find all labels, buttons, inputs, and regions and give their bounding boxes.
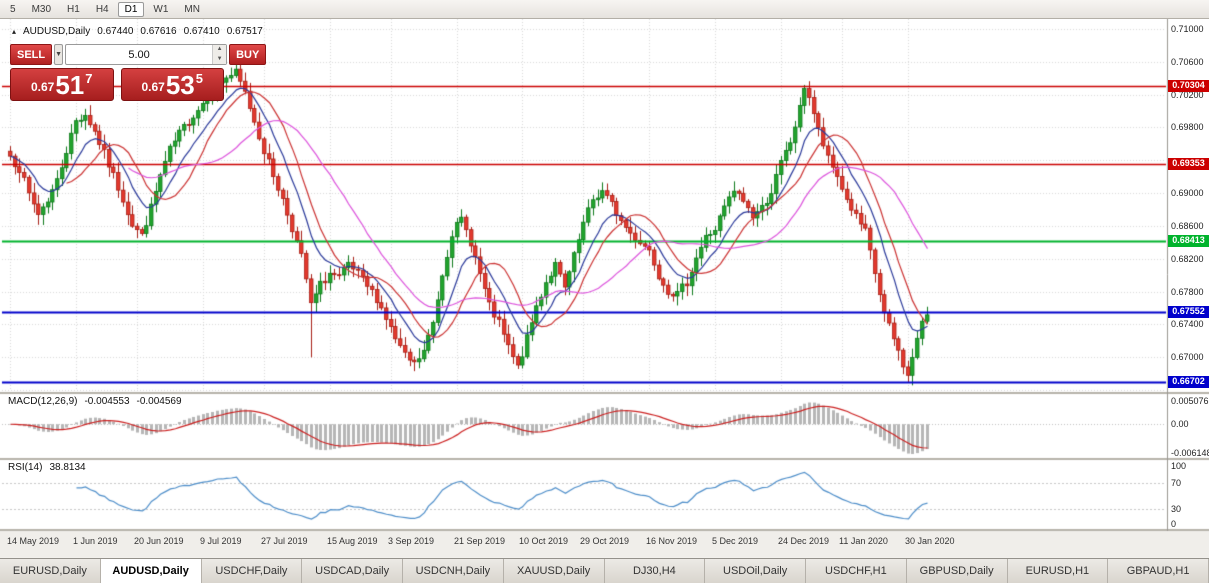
sell-button[interactable]: SELL <box>10 44 53 65</box>
tab-eurusd-h1[interactable]: EURUSD,H1 <box>1007 559 1109 583</box>
chevron-down-icon: ▼ <box>55 51 63 58</box>
timeframe-h1[interactable]: H1 <box>67 3 80 15</box>
timeframe-m30[interactable]: M30 <box>31 3 52 15</box>
order-type-dropdown[interactable]: ▼ <box>54 44 64 65</box>
tab-usdcad-daily[interactable]: USDCAD,Daily <box>302 559 403 583</box>
ask-price-pipette: 5 <box>195 71 203 86</box>
spinner-up-icon[interactable]: ▲ <box>213 45 227 55</box>
timeframe-mn[interactable]: MN <box>184 3 200 15</box>
bid-price-pipette: 7 <box>85 71 93 86</box>
tab-gbpaud-h1[interactable]: GBPAUD,H1 <box>1108 559 1209 583</box>
ohlc-high: 0.67616 <box>140 26 177 37</box>
tab-gbpusd-daily[interactable]: GBPUSD,Daily <box>906 559 1008 583</box>
bid-price-main: 51 <box>55 70 85 100</box>
tab-usdcnh-daily[interactable]: USDCNH,Daily <box>403 559 504 583</box>
tab-usdoil-daily[interactable]: USDOil,Daily <box>705 559 806 583</box>
ask-price-display[interactable]: 0.67 53 5 <box>120 68 224 101</box>
bid-price-display[interactable]: 0.67 51 7 <box>10 68 114 101</box>
rsi-name: RSI(14) <box>8 462 43 473</box>
ask-price-prefix: 0.67 <box>141 80 165 94</box>
volume-input[interactable] <box>66 45 213 64</box>
ask-price-main: 53 <box>165 70 195 100</box>
volume-field: ▲ ▼ <box>65 44 228 65</box>
tab-eurusd-daily[interactable]: EURUSD,Daily <box>0 559 101 583</box>
chart-tabs-bar: EURUSD,Daily AUDUSD,Daily USDCHF,Daily U… <box>0 558 1209 583</box>
ohlc-close: 0.67517 <box>226 26 263 37</box>
ohlc-low: 0.67410 <box>183 26 220 37</box>
rsi-indicator-label: RSI(14) 38.8134 <box>8 462 93 473</box>
timeframe-w1[interactable]: W1 <box>153 3 169 15</box>
macd-value-main: -0.004553 <box>84 396 130 407</box>
bid-price-prefix: 0.67 <box>30 80 55 94</box>
chart-ohlc-readout: ▴ AUDUSD,Daily 0.67440 0.67616 0.67410 0.6751… <box>12 26 270 37</box>
chart-symbol-label: AUDUSD,Daily <box>23 26 91 37</box>
ohlc-open: 0.67440 <box>97 26 134 37</box>
macd-name: MACD(12,26,9) <box>8 396 78 407</box>
spinner-down-icon[interactable]: ▼ <box>213 54 227 64</box>
one-click-trading-panel: SELL ▼ ▲ ▼ BUY 0.67 51 7 0.67 53 <box>10 44 267 101</box>
timeframe-m5[interactable]: 5 <box>10 3 16 15</box>
macd-value-signal: -0.004569 <box>136 396 182 407</box>
tab-usdchf-h1[interactable]: USDCHF,H1 <box>806 559 907 583</box>
volume-stepper: ▲ ▼ <box>212 45 227 64</box>
buy-button[interactable]: BUY <box>229 44 267 65</box>
symbol-marker-icon: ▴ <box>12 27 17 36</box>
tab-dj30-h4[interactable]: DJ30,H4 <box>604 559 706 583</box>
timeframe-toolbar: 5 M30 H1 H4 D1 W1 MN <box>0 0 1209 19</box>
tab-usdchf-daily[interactable]: USDCHF,Daily <box>201 559 303 583</box>
rsi-value: 38.8134 <box>49 462 86 473</box>
macd-indicator-label: MACD(12,26,9) -0.004553 -0.004569 <box>8 396 189 407</box>
tab-xauusd-daily[interactable]: XAUUSD,Daily <box>503 559 605 583</box>
timeframe-h4[interactable]: H4 <box>95 3 109 15</box>
timeframe-d1[interactable]: D1 <box>117 1 145 17</box>
tab-audusd-daily[interactable]: AUDUSD,Daily <box>100 559 202 583</box>
